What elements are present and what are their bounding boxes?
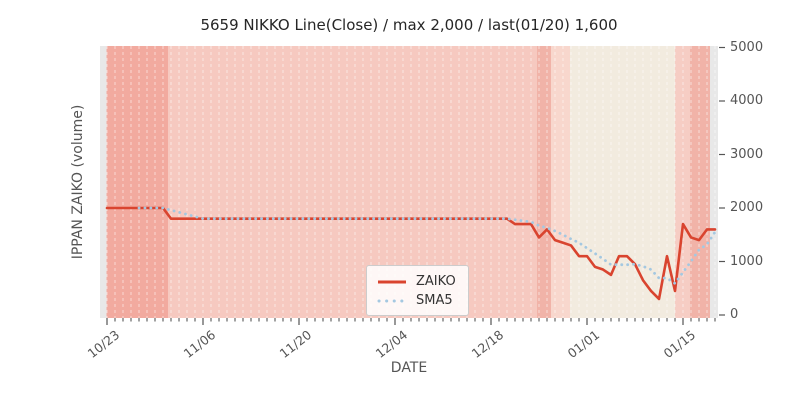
background-band-1 bbox=[106, 46, 168, 318]
y-tick-label-4000: 4000 bbox=[730, 93, 764, 108]
background-band-4 bbox=[551, 46, 570, 318]
background-band-8 bbox=[710, 46, 718, 318]
chart-title: 5659 NIKKO Line(Close) / max 2,000 / las… bbox=[200, 16, 618, 34]
y-tick-label-1000: 1000 bbox=[730, 253, 764, 269]
legend-item-sma5: SMA5 bbox=[377, 292, 458, 309]
y-tick-label-3000: 3000 bbox=[730, 146, 764, 162]
x-axis-label: DATE bbox=[390, 360, 428, 376]
y-tick-label-5000: 5000 bbox=[730, 39, 764, 55]
y-axis-label: IPPAN ZAIKO (volume) bbox=[70, 104, 86, 260]
y-tick-label-2000: 2000 bbox=[730, 200, 764, 215]
zaiko-line-swatch bbox=[378, 280, 406, 283]
background-band-7 bbox=[690, 46, 710, 318]
background-band-3 bbox=[537, 46, 551, 318]
background-band-5 bbox=[570, 46, 675, 318]
legend-label-zaiko: ZAIKO bbox=[416, 274, 456, 289]
background-band-0 bbox=[100, 46, 107, 318]
sma5-line-swatch bbox=[377, 299, 407, 302]
y-tick-label-0: 0 bbox=[730, 307, 739, 322]
legend-item-zaiko: ZAIKO bbox=[377, 273, 458, 290]
legend-label-sma5: SMA5 bbox=[416, 293, 453, 308]
background-band-2 bbox=[168, 46, 537, 318]
sma5-line bbox=[137, 206, 717, 286]
legend: ZAIKO SMA5 bbox=[366, 265, 469, 316]
